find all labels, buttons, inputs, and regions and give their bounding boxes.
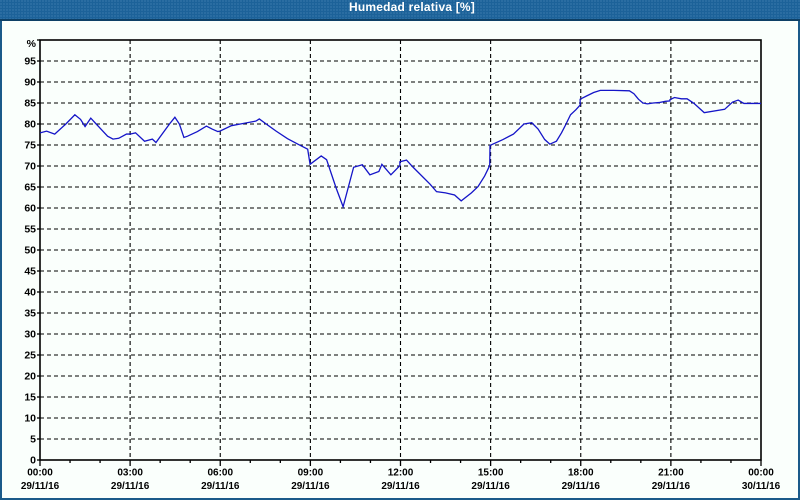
svg-text:35: 35 [24,307,36,319]
svg-text:29/11/16: 29/11/16 [291,481,330,492]
svg-text:95: 95 [24,55,36,67]
svg-text:29/11/16: 29/11/16 [21,481,60,492]
svg-text:25: 25 [24,349,36,361]
svg-text:90: 90 [24,76,36,88]
svg-text:75: 75 [24,139,36,151]
svg-text:03:00: 03:00 [117,468,143,479]
svg-text:20: 20 [24,370,36,382]
svg-text:80: 80 [24,118,36,130]
svg-text:30/11/16: 30/11/16 [742,481,781,492]
svg-text:12:00: 12:00 [388,468,414,479]
svg-text:29/11/16: 29/11/16 [111,481,150,492]
svg-text:29/11/16: 29/11/16 [381,481,420,492]
svg-text:00:00: 00:00 [748,468,774,479]
svg-text:29/11/16: 29/11/16 [471,481,510,492]
svg-text:30: 30 [24,328,36,340]
svg-text:10: 10 [24,412,36,424]
svg-text:85: 85 [24,97,36,109]
svg-text:%: % [27,38,37,50]
svg-text:06:00: 06:00 [207,468,233,479]
svg-text:50: 50 [24,244,36,256]
svg-text:70: 70 [24,160,36,172]
svg-text:55: 55 [24,223,36,235]
svg-text:21:00: 21:00 [658,468,684,479]
svg-text:0: 0 [30,454,36,466]
svg-text:45: 45 [24,265,36,277]
svg-text:29/11/16: 29/11/16 [562,481,601,492]
svg-text:65: 65 [24,181,36,193]
svg-text:00:00: 00:00 [27,468,53,479]
svg-text:60: 60 [24,202,36,214]
svg-text:29/11/16: 29/11/16 [652,481,691,492]
svg-text:09:00: 09:00 [298,468,324,479]
svg-text:40: 40 [24,286,36,298]
svg-text:15: 15 [24,391,36,403]
svg-text:5: 5 [30,433,36,445]
svg-text:29/11/16: 29/11/16 [201,481,240,492]
svg-text:15:00: 15:00 [478,468,504,479]
svg-text:18:00: 18:00 [568,468,594,479]
